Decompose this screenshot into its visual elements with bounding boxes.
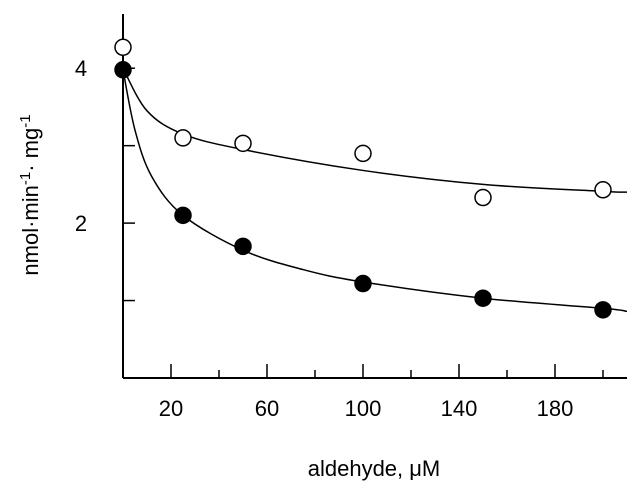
x-tick-label: 60 xyxy=(255,396,279,421)
open-circle-point xyxy=(474,188,492,207)
open-circle-point xyxy=(174,129,192,147)
x-axis-title: aldehyde, μM xyxy=(308,456,441,481)
fit-curve-1 xyxy=(122,67,627,193)
filled-circle-point xyxy=(174,206,192,225)
filled-circle-point xyxy=(594,301,612,319)
fit-curves xyxy=(122,67,627,313)
y-axis-title-superscript: -1 xyxy=(17,114,34,127)
y-tick-label: 4 xyxy=(75,56,87,81)
open-circle-point xyxy=(594,181,612,199)
y-tick-label: 2 xyxy=(75,211,87,236)
x-tick-label: 180 xyxy=(537,396,574,421)
x-tick-label: 20 xyxy=(159,396,183,421)
filled-circle-point xyxy=(234,237,252,256)
x-tick-label: 100 xyxy=(345,396,382,421)
axes xyxy=(122,14,627,379)
tick-labels: 20 60 100 140 180 2 4 xyxy=(75,56,573,421)
filled-circle-point xyxy=(114,61,132,79)
y-axis-title-superscript: -1 xyxy=(17,172,34,185)
filled-circle-point xyxy=(354,274,372,293)
fit-curve-2 xyxy=(122,69,627,313)
open-circle-point xyxy=(354,144,372,163)
x-tick-label: 140 xyxy=(441,396,478,421)
filled-circle-point xyxy=(474,289,492,307)
y-axis-title-part: · mg xyxy=(18,128,43,172)
open-circle-point xyxy=(114,38,132,57)
y-axis-title: nmol·min-1· mg-1 xyxy=(17,114,43,275)
y-axis-title-part: nmol·min xyxy=(18,185,43,275)
open-circle-point xyxy=(234,134,252,153)
data-points xyxy=(114,38,612,319)
